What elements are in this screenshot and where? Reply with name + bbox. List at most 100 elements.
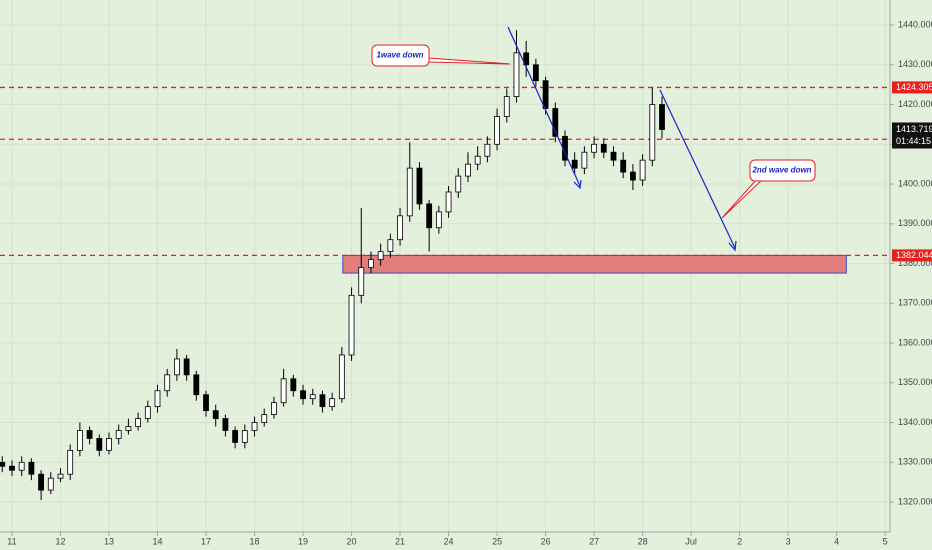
candle-body xyxy=(241,430,248,443)
x-tick-label: 3 xyxy=(786,536,791,546)
x-tick-label: 25 xyxy=(492,536,502,546)
candle-body xyxy=(338,354,345,400)
x-tick-label: 27 xyxy=(589,536,599,546)
candle-body xyxy=(329,398,336,408)
candle-body xyxy=(290,378,297,392)
callout-2-box xyxy=(749,159,816,182)
candle-body xyxy=(212,410,219,419)
candle-body xyxy=(523,52,530,66)
candle-body xyxy=(28,461,35,475)
y-tick-label: 1400.000 xyxy=(898,178,932,188)
candle-body xyxy=(620,159,627,173)
arrow-2 xyxy=(659,89,736,249)
x-tick-label: 14 xyxy=(153,536,163,546)
candle-body xyxy=(474,155,481,165)
candle-body xyxy=(348,294,355,356)
candle-body xyxy=(319,394,326,408)
x-tick-label: 2 xyxy=(737,536,742,546)
callout-1-text: 1wave down xyxy=(376,51,423,60)
candle-body xyxy=(542,80,549,109)
x-tick-label: 13 xyxy=(104,536,114,546)
candle-body xyxy=(513,52,520,97)
candle-body xyxy=(280,378,287,404)
arrow-1 xyxy=(507,26,581,187)
candle-body xyxy=(445,191,452,213)
x-tick-label: 24 xyxy=(444,536,454,546)
x-tick-label: 19 xyxy=(298,536,308,546)
candle-body xyxy=(9,465,15,471)
candle-body xyxy=(0,461,6,467)
last-price-bg xyxy=(892,122,932,149)
candle-body xyxy=(435,211,442,229)
candle-body xyxy=(659,104,665,130)
candle-body xyxy=(600,143,607,153)
y-tick-label: 1330.000 xyxy=(898,457,932,467)
callout-1: 1wave down xyxy=(371,44,511,67)
candle-body xyxy=(552,108,559,137)
candle-body xyxy=(193,374,200,396)
arrow-2-head xyxy=(728,240,737,252)
candle-body xyxy=(154,390,161,408)
candle-body xyxy=(86,430,93,439)
candle-body xyxy=(232,430,239,443)
candle-body xyxy=(125,426,132,431)
candle-body xyxy=(203,394,209,412)
y-tick-label: 1430.000 xyxy=(898,59,932,69)
callout-2-pointer xyxy=(721,177,765,219)
candle-body xyxy=(183,358,190,376)
candle-body xyxy=(455,175,462,193)
candle-body xyxy=(426,203,433,229)
candle-body xyxy=(465,163,471,177)
candle-body xyxy=(309,394,316,400)
callout-2-text: 2nd wave down xyxy=(751,166,811,175)
candle-body xyxy=(358,267,365,296)
y-tick-label: 1390.000 xyxy=(898,218,932,228)
candle-body xyxy=(271,402,277,415)
candle-body xyxy=(38,473,44,491)
y-tick-label: 1380.000 xyxy=(898,258,932,268)
candle-body xyxy=(222,418,229,431)
levels-layer xyxy=(0,86,890,257)
x-tick-label: 5 xyxy=(883,536,888,546)
callout-1-pointer xyxy=(427,57,511,65)
x-tick-label: 17 xyxy=(201,536,211,546)
y-tick-label: 1340.000 xyxy=(898,417,932,427)
candle-body xyxy=(135,418,142,427)
x-tick-label: 21 xyxy=(395,536,405,546)
candle-body xyxy=(503,96,510,117)
candle-body xyxy=(649,104,656,161)
x-tick-label: Jul xyxy=(685,536,697,546)
candle-body xyxy=(591,143,597,153)
candle-body xyxy=(416,167,423,205)
x-tick-label: 4 xyxy=(834,536,839,546)
candle-body xyxy=(106,438,112,451)
candle-body xyxy=(115,430,122,439)
y-tick-label: 1350.000 xyxy=(898,377,932,387)
candle-body xyxy=(144,406,151,419)
candle-body xyxy=(639,159,646,181)
candle-body xyxy=(251,422,258,431)
axes-layer: 1320.000 1330.000 1340.000 1350.000 1360.000… xyxy=(7,19,932,546)
candle-body xyxy=(76,430,83,451)
y-tick-label: 1360.000 xyxy=(898,337,932,347)
level-label-bg xyxy=(892,81,932,94)
candle-body xyxy=(368,259,374,268)
candle-body xyxy=(300,390,306,400)
x-tick-label: 12 xyxy=(55,536,65,546)
candle-body xyxy=(397,215,403,241)
y-tick-label: 1320.000 xyxy=(898,496,932,506)
candle-body xyxy=(571,159,578,169)
countdown-label: 01:44:15 xyxy=(896,136,931,146)
zone-layer xyxy=(342,254,847,274)
candle-body xyxy=(96,438,103,451)
candle-body xyxy=(174,358,180,376)
candle-body xyxy=(47,477,54,491)
level-label: 1424.305 xyxy=(896,82,932,92)
candle-body xyxy=(164,374,171,392)
candle-body xyxy=(261,414,268,423)
y-tick-label: 1420.000 xyxy=(898,99,932,109)
candle-body xyxy=(387,239,394,253)
y-tick-label: 1440.000 xyxy=(898,19,932,29)
arrows xyxy=(507,26,737,252)
